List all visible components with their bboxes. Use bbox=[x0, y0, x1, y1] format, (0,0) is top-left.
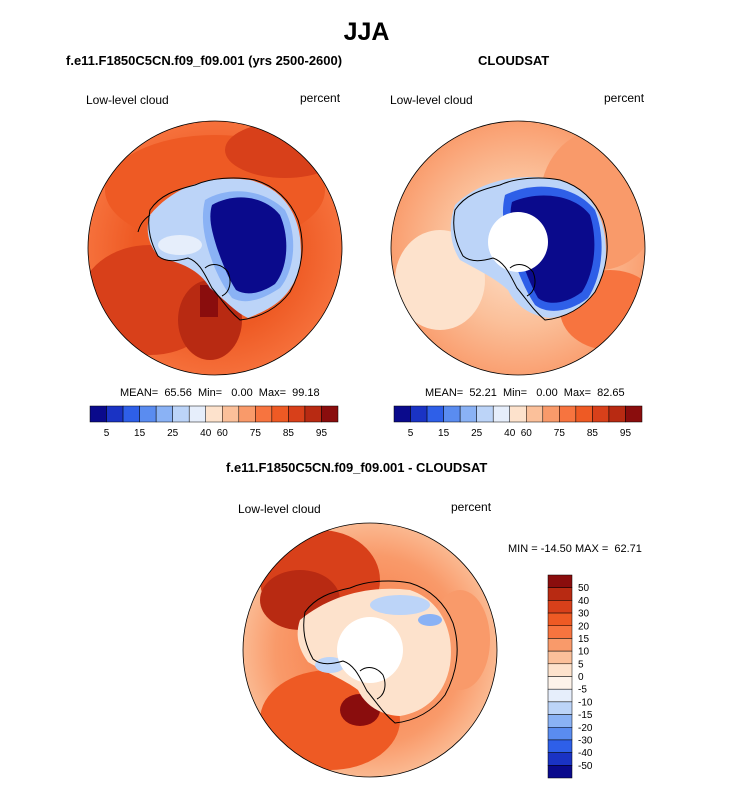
colorbar-swatch bbox=[426, 405, 444, 423]
colorbar-tick-label: 10 bbox=[578, 647, 590, 658]
minmax-diff: MIN = -14.50 MAX = 62.71 bbox=[508, 543, 642, 555]
colorbar-tick-label: 5 bbox=[408, 428, 414, 439]
variable-label-diff: Low-level cloud bbox=[238, 502, 321, 516]
colorbar-swatch bbox=[255, 405, 273, 423]
colorbar-swatch bbox=[547, 714, 573, 728]
colorbar-tick-label: -15 bbox=[578, 710, 593, 721]
colorbar-model: 5 15 25 40 60 75 85 95 bbox=[89, 405, 339, 439]
colorbar-tick-label: 30 bbox=[578, 609, 590, 620]
colorbar-swatch bbox=[547, 650, 573, 665]
stats-model: MEAN= 65.56 Min= 0.00 Max= 99.18 bbox=[120, 387, 320, 399]
colorbar-swatch bbox=[547, 625, 573, 639]
colorbar-obs: 5 15 25 40 60 75 85 95 bbox=[393, 405, 643, 439]
colorbar-tick-label: -10 bbox=[578, 697, 593, 708]
colorbar-swatch bbox=[443, 405, 461, 423]
colorbar-swatch bbox=[547, 676, 573, 690]
variable-label-model: Low-level cloud bbox=[86, 93, 169, 107]
panel-title-model: f.e11.F1850C5CN.f09_f09.001 (yrs 2500-26… bbox=[66, 53, 343, 68]
variable-label-obs: Low-level cloud bbox=[390, 93, 473, 107]
colorbar-swatch bbox=[547, 663, 573, 677]
colorbar-tick-label: 40 bbox=[578, 596, 590, 607]
colorbar-tick-label: -30 bbox=[578, 735, 593, 746]
colorbar-tick-label: -40 bbox=[578, 748, 593, 759]
colorbar-swatch bbox=[559, 405, 577, 423]
colorbar-swatch bbox=[304, 405, 322, 423]
map-diff bbox=[242, 522, 498, 778]
colorbar-swatch bbox=[547, 752, 573, 766]
panel-title-diff: f.e11.F1850C5CN.f09_f09.001 - CLOUDSAT bbox=[226, 460, 488, 475]
colorbar-swatch bbox=[547, 600, 573, 614]
diff-hole bbox=[337, 617, 403, 683]
colorbar-swatch bbox=[139, 405, 157, 423]
colorbar-tick-label: 75 bbox=[250, 428, 262, 439]
colorbar-tick-label: 50 bbox=[578, 583, 590, 594]
colorbar-swatch bbox=[321, 405, 339, 423]
colorbar-swatch bbox=[547, 701, 573, 715]
colorbar-swatch bbox=[222, 405, 240, 423]
colorbar-swatch bbox=[547, 688, 573, 703]
colorbar-swatch bbox=[509, 405, 527, 423]
colorbar-tick-label: 85 bbox=[587, 428, 599, 439]
figure-title: JJA bbox=[343, 18, 390, 46]
units-label-diff: percent bbox=[451, 500, 492, 514]
colorbar-swatch bbox=[547, 739, 573, 753]
colorbar-tick-label: 60 bbox=[521, 428, 533, 439]
colorbar-swatch bbox=[575, 405, 593, 423]
units-label-obs: percent bbox=[604, 91, 645, 105]
colorbar-swatch bbox=[547, 765, 573, 779]
colorbar-swatch bbox=[547, 638, 573, 652]
units-label-model: percent bbox=[300, 91, 341, 105]
colorbar-swatch bbox=[459, 405, 477, 423]
map-obs bbox=[390, 120, 646, 376]
colorbar-swatch bbox=[547, 574, 573, 588]
colorbar-swatch bbox=[592, 405, 610, 423]
colorbar-swatch bbox=[608, 405, 626, 423]
colorbar-swatch bbox=[393, 405, 411, 423]
colorbar-swatch bbox=[526, 405, 544, 423]
colorbar-swatch bbox=[188, 405, 206, 423]
colorbar-tick-label: 60 bbox=[217, 428, 229, 439]
colorbar-tick-label: -5 bbox=[578, 685, 587, 696]
colorbar-swatch bbox=[89, 405, 107, 423]
colorbar-swatch bbox=[492, 405, 510, 423]
colorbar-tick-label: 25 bbox=[471, 428, 483, 439]
colorbar-swatch bbox=[288, 405, 306, 423]
colorbar-tick-label: 0 bbox=[578, 672, 584, 683]
colorbar-swatch bbox=[106, 405, 124, 423]
colorbar-tick-label: 40 bbox=[504, 428, 516, 439]
colorbar-swatch bbox=[476, 405, 494, 423]
colorbar-swatch bbox=[155, 405, 173, 423]
colorbar-swatch bbox=[542, 405, 560, 423]
colorbar-swatch bbox=[271, 405, 289, 423]
colorbar-swatch bbox=[238, 405, 256, 423]
colorbar-swatch bbox=[172, 405, 190, 423]
colorbar-swatch bbox=[410, 405, 428, 423]
panel-title-obs: CLOUDSAT bbox=[478, 53, 550, 68]
colorbar-tick-label: 95 bbox=[316, 428, 328, 439]
colorbar-swatch bbox=[547, 612, 573, 626]
colorbar-tick-label: 5 bbox=[104, 428, 110, 439]
colorbar-tick-label: -20 bbox=[578, 723, 593, 734]
colorbar-tick-label: 25 bbox=[167, 428, 179, 439]
colorbar-swatch bbox=[205, 405, 223, 423]
colorbar-tick-label: 75 bbox=[554, 428, 566, 439]
colorbar-tick-label: -50 bbox=[578, 761, 593, 772]
colorbar-swatch bbox=[625, 405, 643, 423]
stats-obs: MEAN= 52.21 Min= 0.00 Max= 82.65 bbox=[425, 387, 625, 399]
colorbar-swatch bbox=[547, 727, 573, 741]
colorbar-tick-label: 40 bbox=[200, 428, 212, 439]
colorbar-tick-label: 15 bbox=[438, 428, 450, 439]
colorbar-tick-label: 85 bbox=[283, 428, 295, 439]
colorbar-swatch bbox=[122, 405, 140, 423]
colorbar-tick-label: 95 bbox=[620, 428, 632, 439]
colorbar-tick-label: 15 bbox=[578, 634, 590, 645]
colorbar-swatch bbox=[547, 587, 573, 601]
colorbar-tick-label: 5 bbox=[578, 659, 584, 670]
colorbar-tick-label: 15 bbox=[134, 428, 146, 439]
colorbar-tick-label: 20 bbox=[578, 621, 590, 632]
cloudsat-hole bbox=[488, 212, 548, 272]
map-model bbox=[87, 120, 343, 376]
